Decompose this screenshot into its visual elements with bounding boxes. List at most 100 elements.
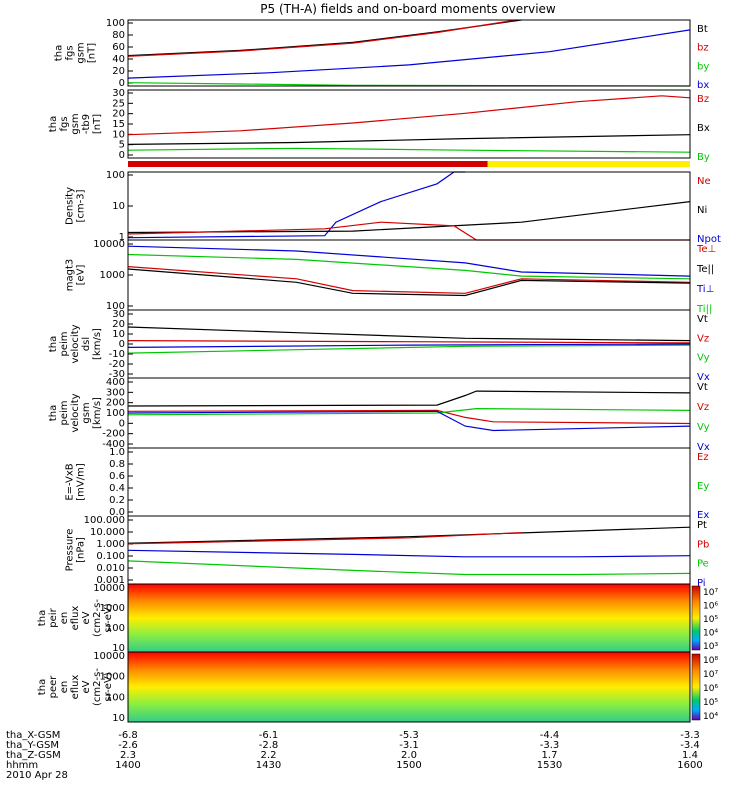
panel-5-ytick-3: 0 bbox=[119, 339, 125, 350]
panel-4-ytick-2: 100 bbox=[106, 301, 125, 312]
panel-9-ylabel-4: eV bbox=[81, 611, 92, 624]
panel-1-ytick-2: 40 bbox=[112, 54, 125, 65]
panel-9-colorbar-label-2: 10⁵ bbox=[703, 615, 718, 625]
panel-8-ytick-4: 0.010 bbox=[96, 563, 125, 574]
panel-4: magt3 [eV] 10000 1000 100 Te⊥ Te|| Ti⊥ Ti|| bbox=[65, 239, 717, 315]
xaxis-row-3-value-4: 1600 bbox=[677, 760, 702, 771]
panel-6-ytick-1: 300 bbox=[106, 387, 125, 398]
panel-2-ytick-6: 30 bbox=[112, 88, 125, 99]
panel-6-ytick-2: 200 bbox=[106, 398, 125, 409]
panel-1-legend-1: bz bbox=[697, 43, 709, 54]
panel-4-legend-1: Te|| bbox=[696, 264, 714, 275]
xaxis-row-2-value-0: 2.3 bbox=[120, 750, 136, 761]
panel-4-series-Ti⊥ bbox=[127, 245, 691, 277]
panel-10-ytick-3: 10 bbox=[112, 713, 125, 724]
panel-2-series-Bz bbox=[127, 95, 691, 136]
panel-3: Density [cm-3] 1 10 100 Ne Ni Npot bbox=[65, 170, 721, 245]
panel-1-series-bx bbox=[127, 29, 691, 79]
panel-9-colorbar-label-4: 10³ bbox=[703, 642, 718, 652]
panel-10-colorbar bbox=[691, 653, 701, 721]
status-bar-red bbox=[128, 161, 488, 167]
panel-10-colorbar-label-3: 10⁵ bbox=[703, 698, 718, 708]
xaxis-row-0-value-0: -6.8 bbox=[118, 730, 138, 741]
panel-9-ylabel-6: sr-eV) bbox=[103, 603, 114, 632]
panel-4-ytick-0: 10000 bbox=[93, 239, 125, 250]
panel-1-ylabel-0: tha bbox=[54, 45, 65, 61]
panel-9-ylabel-1: peir bbox=[48, 607, 59, 627]
panel-7-legend-2: Ex bbox=[697, 510, 709, 521]
panel-2-ytick-0: 0 bbox=[119, 150, 125, 161]
panel-8-ytick-3: 0.100 bbox=[96, 551, 125, 562]
panel-9-ytick-2: 100 bbox=[106, 623, 125, 634]
panel-7-ytick-1: 0.8 bbox=[109, 459, 125, 470]
panel-2-ytick-2: 10 bbox=[112, 129, 125, 140]
panel-4-series-Ti|| bbox=[127, 253, 691, 280]
panel-6-ytick-6: -400 bbox=[102, 439, 125, 450]
xaxis-row-3-value-2: 1500 bbox=[396, 760, 421, 771]
panel-5-legend-2: Vy bbox=[697, 353, 710, 364]
panel-8: Pressure [nPa] 100.00010.0001.0000.1000.01… bbox=[65, 515, 710, 589]
panel-5-legend-3: Vx bbox=[697, 372, 710, 383]
xaxis-row-0-value-3: -4.4 bbox=[540, 730, 560, 741]
panel-5-ytick-1: 20 bbox=[112, 319, 125, 330]
panel-9-colorbar bbox=[691, 585, 701, 651]
panel-10-colorbar-label-2: 10⁶ bbox=[703, 684, 718, 694]
panel-2-frame bbox=[127, 89, 691, 159]
panel-2-series-Bx bbox=[127, 134, 691, 145]
xaxis-row-1-value-3: -3.3 bbox=[540, 740, 560, 751]
panel-6-series-Vz bbox=[127, 409, 691, 425]
xaxis-row-label-3: hhmm bbox=[6, 760, 38, 771]
panel-5-ylabel-1: peim bbox=[59, 331, 70, 356]
xaxis-row-1-value-1: -2.8 bbox=[259, 740, 279, 751]
panel-2-legend-0: Bz bbox=[697, 94, 709, 105]
panel-2-legend-2: By bbox=[697, 152, 710, 163]
xaxis-row-2-value-4: 1.4 bbox=[682, 750, 698, 761]
panel-10-ylabel-5: (cm2-s- bbox=[92, 668, 103, 706]
panel-6-series-Vt bbox=[127, 390, 691, 407]
panel-6-series-Vx bbox=[127, 410, 691, 432]
panel-1-ytick-5: 100 bbox=[106, 18, 125, 29]
panel-9-colorbar-label-3: 10⁴ bbox=[703, 629, 718, 639]
xaxis-row-0-value-2: -5.3 bbox=[399, 730, 419, 741]
panel-9-ylabel-3: eflux bbox=[70, 606, 81, 631]
panel-8-ytick-0: 100.000 bbox=[84, 515, 125, 526]
panel-7-ytick-5: 0.0 bbox=[109, 507, 125, 518]
panel-6-ylabel-2: velocity bbox=[70, 393, 81, 432]
panel-5-ytick-5: -20 bbox=[109, 359, 125, 370]
panel-10-frame bbox=[127, 651, 691, 723]
panel-4-ylabel-1: [eV] bbox=[76, 265, 87, 286]
panel-8-legend-0: Pt bbox=[697, 520, 707, 531]
panel-10-ytick-1: 1000 bbox=[100, 672, 125, 683]
panel-9-ylabel-0: tha bbox=[37, 610, 48, 626]
panel-9-ylabel-5: (cm2-s- bbox=[92, 599, 103, 637]
panel-9-ylabel-2: en bbox=[59, 612, 70, 625]
panel-8-series-Pt bbox=[127, 526, 691, 544]
panel-8-ytick-5: 0.001 bbox=[96, 575, 125, 586]
xaxis-row-label-1: tha_Y-GSM bbox=[6, 740, 59, 751]
panel-9-colorbar-label-0: 10⁷ bbox=[703, 588, 718, 598]
panel-6-ylabel-1: peim bbox=[59, 400, 70, 425]
panel-4-legend-3: Ti|| bbox=[696, 304, 712, 315]
panel-6-ylabel-0: tha bbox=[48, 405, 59, 421]
panel-6-ytick-0: 400 bbox=[106, 377, 125, 388]
panel-10-spectrogram bbox=[128, 652, 690, 722]
panel-5-series-Vx bbox=[127, 343, 691, 348]
panel-1-legend-3: bx bbox=[697, 80, 709, 91]
panel-1-series-bz bbox=[127, 19, 516, 57]
panel-9-ytick-0: 10000 bbox=[93, 583, 125, 594]
panel-5-legend-1: Vz bbox=[697, 333, 709, 344]
panel-3-ytick-2: 100 bbox=[106, 170, 125, 181]
panel-7-frame bbox=[127, 447, 691, 517]
panel-3-ylabel-1: [cm-3] bbox=[76, 189, 87, 222]
panel-5-ytick-0: 30 bbox=[112, 309, 125, 320]
panel-8-ylabel-1: [nPa] bbox=[76, 537, 87, 563]
panel-3-legend-0: Ne bbox=[697, 176, 711, 187]
status-bar-yellow bbox=[487, 161, 690, 167]
panel-2-legend-1: Bx bbox=[697, 123, 710, 134]
panel-8-ylabel-0: Pressure bbox=[65, 529, 76, 572]
xaxis-row-1-value-4: -3.4 bbox=[680, 740, 700, 751]
